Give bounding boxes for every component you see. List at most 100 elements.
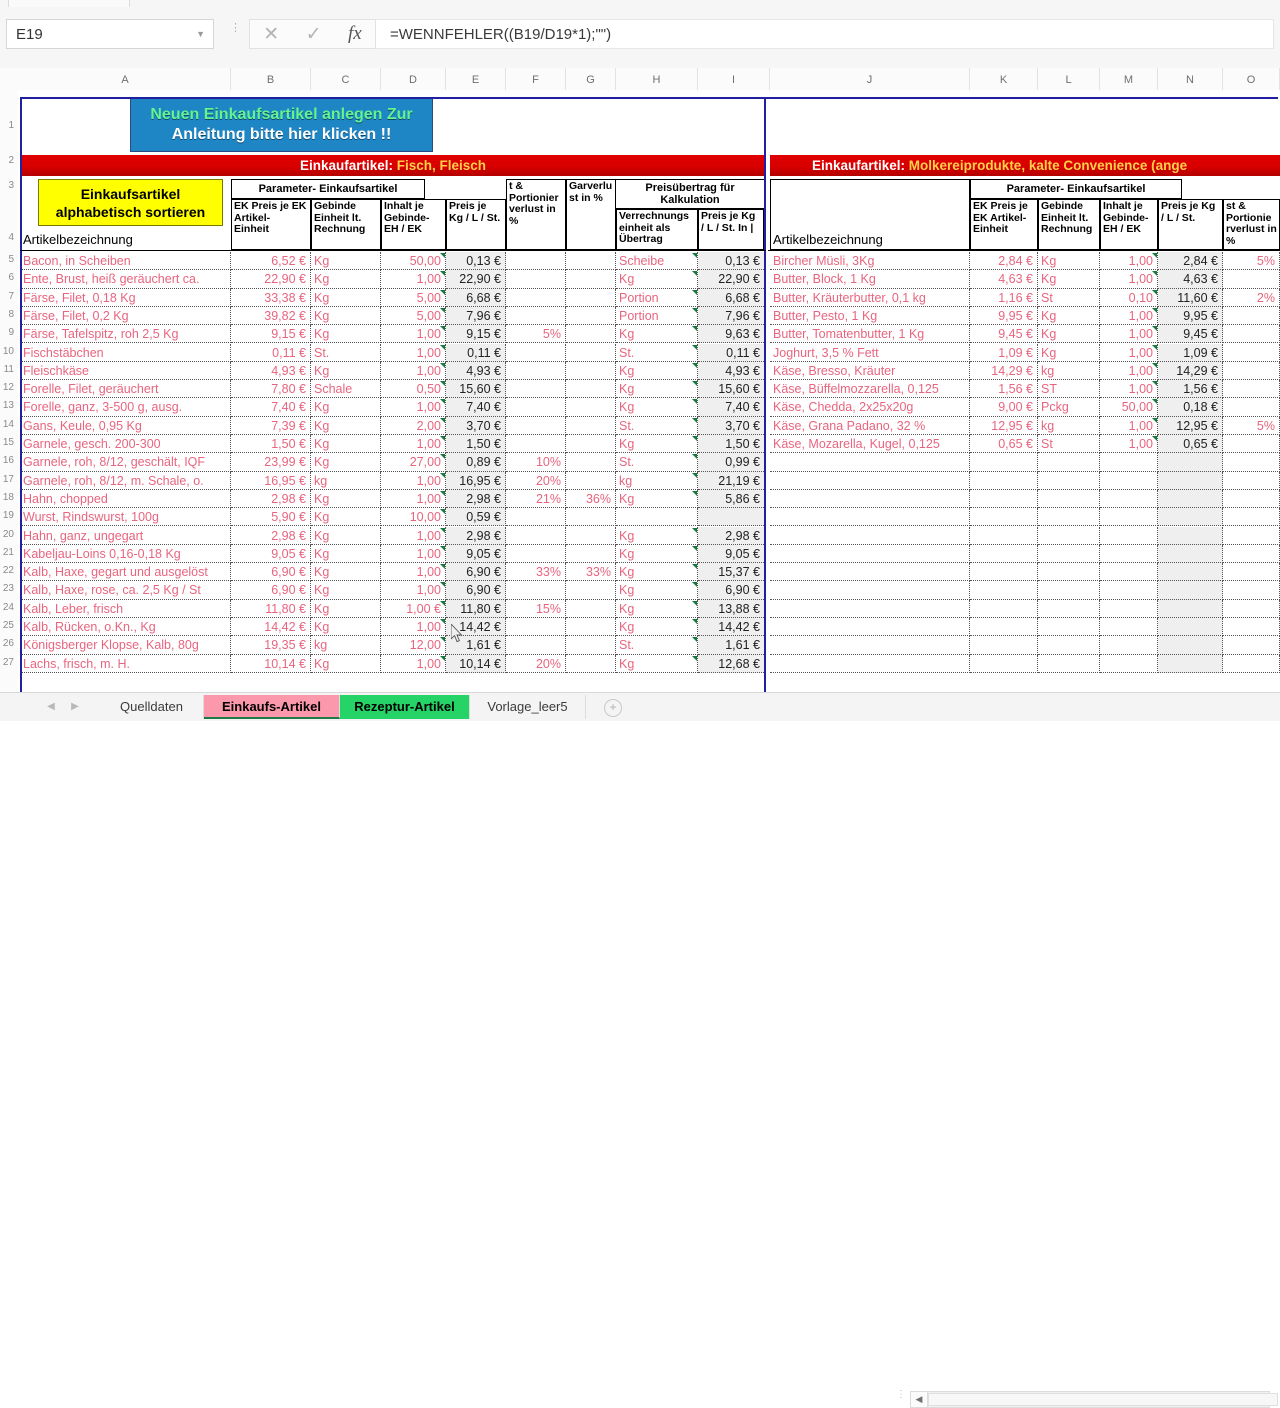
column-header-M[interactable]: M (1100, 68, 1158, 90)
table-cell-A18[interactable]: Hahn, chopped (20, 489, 231, 509)
table-cell-I8[interactable]: 7,96 € (698, 306, 764, 326)
row-header-16[interactable]: 16 (2, 455, 14, 467)
table-cell-K11[interactable]: 14,29 € (970, 361, 1038, 381)
table-cell-D9[interactable]: 1,00 (381, 325, 446, 344)
column-header-E[interactable]: E (446, 68, 506, 90)
table-cell-empty-L16[interactable] (1038, 453, 1100, 472)
table-cell-I23[interactable]: 6,90 € (698, 581, 764, 600)
table-cell-N8[interactable]: 9,95 € (1158, 306, 1223, 326)
table-cell-G19[interactable] (566, 508, 616, 527)
fx-icon[interactable]: fx (348, 23, 362, 44)
table-cell-G22[interactable]: 33% (566, 563, 616, 582)
table-cell-L12[interactable]: ST (1038, 380, 1100, 399)
table-cell-B5[interactable]: 6,52 € (231, 252, 311, 271)
table-cell-D14[interactable]: 2,00 (381, 416, 446, 435)
table-cell-O12[interactable] (1223, 380, 1280, 399)
close-icon[interactable]: ✕ (263, 23, 280, 45)
table-cell-H11[interactable]: Kg (616, 361, 698, 381)
column-header-C[interactable]: C (311, 68, 381, 90)
row-header-23[interactable]: 23 (2, 583, 14, 595)
table-cell-E23[interactable]: 6,90 € (446, 581, 506, 600)
table-cell-M8[interactable]: 1,00 (1100, 306, 1158, 326)
table-cell-G11[interactable] (566, 361, 616, 381)
table-cell-B27[interactable]: 10,14 € (231, 654, 311, 673)
table-cell-B21[interactable]: 9,05 € (231, 544, 311, 564)
column-header-K[interactable]: K (970, 68, 1038, 90)
table-cell-J6[interactable]: Butter, Block, 1 Kg (770, 270, 970, 289)
table-cell-empty-O21[interactable] (1223, 544, 1280, 564)
table-cell-A22[interactable]: Kalb, Haxe, gegart und ausgelöst (20, 563, 231, 582)
table-cell-empty-L19[interactable] (1038, 508, 1100, 527)
table-cell-empty-J26[interactable] (770, 636, 970, 655)
table-cell-I7[interactable]: 6,68 € (698, 288, 764, 307)
table-cell-L9[interactable]: Kg (1038, 325, 1100, 344)
table-cell-empty-M27[interactable] (1100, 654, 1158, 673)
table-cell-D20[interactable]: 1,00 (381, 526, 446, 545)
table-cell-K12[interactable]: 1,56 € (970, 380, 1038, 399)
table-cell-empty-K23[interactable] (970, 581, 1038, 600)
table-cell-M9[interactable]: 1,00 (1100, 325, 1158, 344)
table-cell-L8[interactable]: Kg (1038, 306, 1100, 326)
table-cell-F16[interactable]: 10% (506, 453, 566, 472)
table-cell-empty-M17[interactable] (1100, 471, 1158, 490)
table-cell-G24[interactable] (566, 599, 616, 618)
table-cell-empty-J16[interactable] (770, 453, 970, 472)
table-cell-empty-J23[interactable] (770, 581, 970, 600)
table-cell-F19[interactable] (506, 508, 566, 527)
table-cell-F17[interactable]: 20% (506, 471, 566, 490)
horizontal-scrollbar[interactable]: ◀ (910, 1391, 1278, 1408)
table-cell-empty-O16[interactable] (1223, 453, 1280, 472)
table-cell-A19[interactable]: Wurst, Rindswurst, 100g (20, 508, 231, 527)
table-cell-M6[interactable]: 1,00 (1100, 270, 1158, 289)
table-cell-D27[interactable]: 1,00 (381, 654, 446, 673)
table-cell-D17[interactable]: 1,00 (381, 471, 446, 490)
table-cell-M12[interactable]: 1,00 (1100, 380, 1158, 399)
table-cell-I10[interactable]: 0,11 € (698, 343, 764, 362)
table-cell-H21[interactable]: Kg (616, 544, 698, 564)
table-cell-C11[interactable]: Kg (311, 361, 381, 381)
table-cell-D11[interactable]: 1,00 (381, 361, 446, 381)
table-cell-L6[interactable]: Kg (1038, 270, 1100, 289)
table-cell-H6[interactable]: Kg (616, 270, 698, 289)
table-cell-D23[interactable]: 1,00 (381, 581, 446, 600)
table-cell-F25[interactable] (506, 618, 566, 637)
table-cell-A15[interactable]: Garnele, gesch. 200-300 (20, 435, 231, 454)
row-header-1[interactable]: 1 (8, 120, 14, 131)
table-cell-empty-O17[interactable] (1223, 471, 1280, 490)
table-cell-I13[interactable]: 7,40 € (698, 398, 764, 417)
table-cell-K13[interactable]: 9,00 € (970, 398, 1038, 417)
table-cell-empty-L22[interactable] (1038, 563, 1100, 582)
table-cell-F6[interactable] (506, 270, 566, 289)
table-cell-empty-K22[interactable] (970, 563, 1038, 582)
table-cell-H19[interactable] (616, 508, 698, 527)
table-cell-empty-L26[interactable] (1038, 636, 1100, 655)
table-cell-D19[interactable]: 10,00 (381, 508, 446, 527)
check-icon[interactable]: ✓ (305, 23, 322, 45)
table-cell-D13[interactable]: 1,00 (381, 398, 446, 417)
table-cell-D21[interactable]: 1,00 (381, 544, 446, 564)
table-cell-N11[interactable]: 14,29 € (1158, 361, 1223, 381)
table-cell-I6[interactable]: 22,90 € (698, 270, 764, 289)
table-cell-empty-M25[interactable] (1100, 618, 1158, 637)
table-cell-A5[interactable]: Bacon, in Scheiben (20, 252, 231, 271)
table-cell-F7[interactable] (506, 288, 566, 307)
table-cell-A14[interactable]: Gans, Keule, 0,95 Kg (20, 416, 231, 435)
table-cell-G18[interactable]: 36% (566, 489, 616, 509)
table-cell-F13[interactable] (506, 398, 566, 417)
table-cell-D25[interactable]: 1,00 (381, 618, 446, 637)
row-header-6[interactable]: 6 (8, 272, 14, 284)
table-cell-empty-O24[interactable] (1223, 599, 1280, 618)
column-header-L[interactable]: L (1038, 68, 1100, 90)
table-cell-H7[interactable]: Portion (616, 288, 698, 307)
table-cell-I21[interactable]: 9,05 € (698, 544, 764, 564)
row-header-20[interactable]: 20 (2, 528, 14, 540)
table-cell-L14[interactable]: kg (1038, 416, 1100, 435)
table-cell-F8[interactable] (506, 306, 566, 326)
table-cell-empty-N23[interactable] (1158, 581, 1223, 600)
table-cell-F14[interactable] (506, 416, 566, 435)
table-cell-I20[interactable]: 2,98 € (698, 526, 764, 545)
column-header-G[interactable]: G (566, 68, 616, 90)
table-cell-C20[interactable]: Kg (311, 526, 381, 545)
row-header-9[interactable]: 9 (8, 327, 14, 339)
table-cell-E20[interactable]: 2,98 € (446, 526, 506, 545)
